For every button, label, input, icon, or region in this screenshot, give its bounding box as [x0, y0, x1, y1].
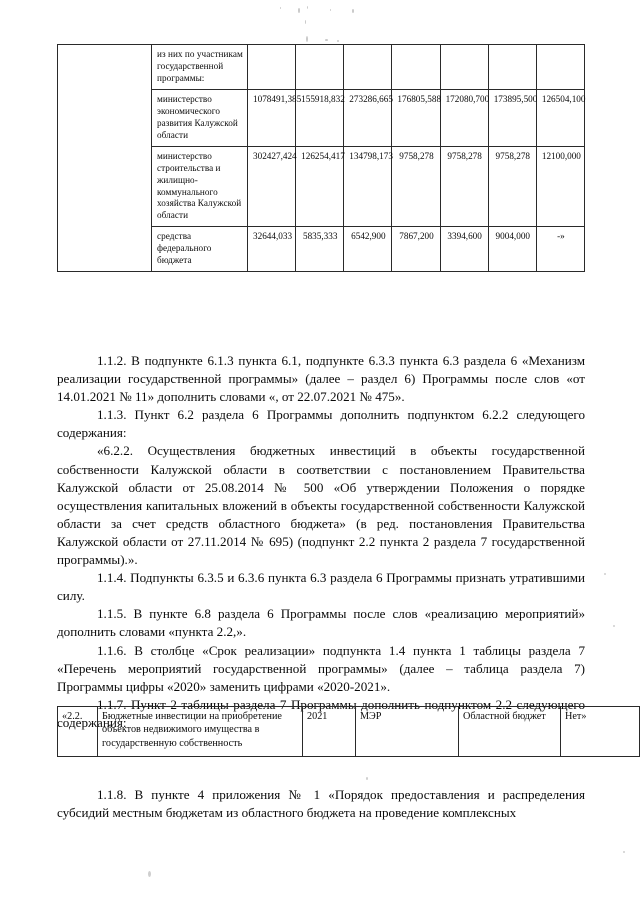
budget-cell [295, 44, 345, 90]
measure-executor-cell: МЭР [355, 706, 459, 757]
table-row: министерство строительства и жилищно-ком… [58, 145, 586, 228]
measure-term-cell: 2021 [302, 706, 356, 757]
budget-row-label: министерство экономического развития Кал… [151, 88, 248, 147]
budget-cell: 126504,100 [535, 88, 585, 147]
budget-cell: 5835,333 [295, 226, 345, 273]
scan-artifact [280, 7, 281, 9]
budget-row-label: министерство строительства и жилищно-ком… [151, 145, 248, 228]
budget-cell: 273286,665 [343, 88, 393, 147]
scan-artifact [298, 8, 300, 13]
table-row: из них по участникам государственной про… [57, 43, 586, 273]
table-row: министерство экономического развития Кал… [58, 88, 585, 147]
budget-cell [535, 44, 586, 90]
scan-artifact [352, 9, 354, 13]
budget-cell: 6542,900 [343, 226, 393, 273]
scan-artifact [306, 36, 308, 42]
budget-cell: 3394,600 [439, 226, 489, 273]
body-text-block: 1.1.2. В подпункте 6.1.3 пункта 6.1, под… [57, 352, 585, 732]
budget-row-label: средства федерального бюджета [151, 226, 248, 273]
scan-artifact [623, 851, 625, 853]
budget-cell [439, 44, 489, 90]
budget-cell: 302427,424 [246, 145, 297, 228]
measure-source-cell: Областной бюджет [458, 706, 561, 757]
budget-cell: 173895,500 [487, 88, 537, 147]
scan-artifact [325, 39, 328, 41]
budget-cell: 12100,000 [535, 145, 586, 228]
budget-row-label: из них по участникам государственной про… [151, 44, 248, 90]
budget-cell: -» [535, 226, 586, 273]
measure-name-cell: Бюджетные инвестиции на приобретение объ… [97, 706, 303, 757]
paragraph-1-1-2: 1.1.2. В подпункте 6.1.3 пункта 6.1, под… [57, 353, 585, 405]
budget-cell: 1078491,385 [246, 88, 301, 147]
scan-artifact [337, 40, 339, 42]
budget-table: из них по участникам государственной про… [57, 43, 586, 273]
measures-table-container: «2.2. Бюджетные инвестиции на приобретен… [57, 706, 640, 757]
measures-table: «2.2. Бюджетные инвестиции на приобретен… [57, 706, 640, 757]
budget-cell: 9758,278 [391, 145, 441, 228]
table-row: «2.2. Бюджетные инвестиции на приобретен… [57, 706, 640, 757]
scan-artifact [604, 573, 606, 575]
table-row: средства федерального бюджета 32644,033 … [58, 226, 586, 273]
scan-artifact [366, 777, 368, 780]
budget-blank-cell [57, 43, 152, 273]
budget-cell [246, 44, 297, 90]
budget-cell: 126254,417 [295, 145, 345, 228]
budget-cell: 9758,278 [487, 145, 537, 228]
budget-cell: 9758,278 [439, 145, 489, 228]
scan-artifact [613, 625, 615, 627]
budget-cell: 134798,173 [343, 145, 393, 228]
budget-cell: 9004,000 [487, 226, 537, 273]
budget-cell [487, 44, 537, 90]
budget-table-container: из них по участникам государственной про… [57, 43, 586, 273]
scan-artifact [305, 20, 306, 24]
budget-cell: 32644,033 [246, 226, 297, 273]
scan-artifact [307, 6, 308, 9]
paragraph-1-1-6: 1.1.6. В столбце «Срок реализации» подпу… [57, 642, 585, 694]
budget-cell: 7867,200 [391, 226, 441, 273]
budget-cell: 155918,832 [295, 88, 345, 147]
budget-cell [391, 44, 441, 90]
paragraph-1-1-4: 1.1.4. Подпункты 6.3.5 и 6.3.6 пункта 6.… [57, 570, 585, 604]
tail-text-block: 1.1.8. В пункте 4 приложения № 1 «Порядо… [57, 786, 585, 822]
budget-cell: 176805,588 [391, 88, 441, 147]
budget-cell [343, 44, 393, 90]
scan-artifact [330, 9, 331, 11]
paragraph-6-2-2: «6.2.2. Осуществления бюджетных инвестиц… [57, 443, 585, 568]
paragraph-1-1-8: 1.1.8. В пункте 4 приложения № 1 «Порядо… [57, 787, 585, 821]
paragraph-1-1-3: 1.1.3. Пункт 6.2 раздела 6 Программы доп… [57, 407, 585, 441]
scan-artifact [148, 871, 151, 877]
paragraph-1-1-5: 1.1.5. В пункте 6.8 раздела 6 Программы … [57, 606, 585, 640]
measure-indicator-cell: Нет» [560, 706, 640, 757]
measure-number-cell: «2.2. [57, 706, 98, 757]
budget-cell: 172080,700 [439, 88, 489, 147]
